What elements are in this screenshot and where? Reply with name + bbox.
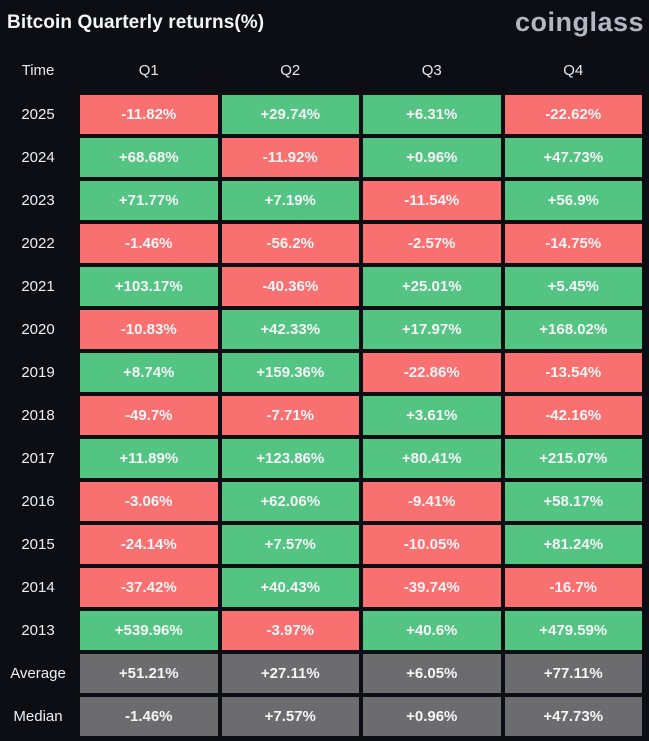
return-cell: +8.74% <box>80 353 218 392</box>
return-cell: +47.73% <box>504 138 642 177</box>
return-cell: +6.05% <box>363 654 501 693</box>
row-label-average: Average <box>10 665 66 682</box>
return-cell: +159.36% <box>221 353 359 392</box>
return-cell: -16.7% <box>504 568 642 607</box>
return-cell: +47.73% <box>504 697 642 736</box>
return-cell: -56.2% <box>221 224 359 263</box>
return-cell: +81.24% <box>504 525 642 564</box>
return-cell: +6.31% <box>363 95 501 134</box>
return-cell: -39.74% <box>363 568 501 607</box>
return-cell: -13.54% <box>504 353 642 392</box>
return-cell: +40.6% <box>363 611 501 650</box>
return-cell: +58.17% <box>504 482 642 521</box>
column-header-q3: Q3 <box>421 61 442 79</box>
row-label-2014: 2014 <box>21 579 55 596</box>
return-cell: +5.45% <box>504 267 642 306</box>
return-cell: -10.05% <box>363 525 501 564</box>
return-cell: +17.97% <box>363 310 501 349</box>
return-cell: -22.62% <box>504 95 642 134</box>
return-cell: +68.68% <box>80 138 218 177</box>
return-cell: +80.41% <box>363 439 501 478</box>
return-cell: +0.96% <box>363 138 501 177</box>
coinglass-logo[interactable]: coinglass <box>514 7 644 37</box>
return-cell: +7.19% <box>221 181 359 220</box>
return-cell: +123.86% <box>221 439 359 478</box>
return-cell: +103.17% <box>80 267 218 306</box>
return-cell: -7.71% <box>221 396 359 435</box>
row-label-2019: 2019 <box>21 364 55 381</box>
row-label-2020: 2020 <box>21 321 55 338</box>
return-cell: -22.86% <box>363 353 501 392</box>
return-cell: -11.54% <box>363 181 501 220</box>
row-label-2024: 2024 <box>21 149 55 166</box>
return-cell: +0.96% <box>363 697 501 736</box>
return-cell: +42.33% <box>221 310 359 349</box>
column-header-row: Time Q1 Q2 Q3 Q4 <box>0 60 642 80</box>
return-cell: +11.89% <box>80 439 218 478</box>
return-cell: -11.92% <box>221 138 359 177</box>
return-cell: -40.36% <box>221 267 359 306</box>
return-cell: +168.02% <box>504 310 642 349</box>
return-cell: +71.77% <box>80 181 218 220</box>
row-label-2021: 2021 <box>21 278 55 295</box>
return-cell: -14.75% <box>504 224 642 263</box>
return-cell: +29.74% <box>221 95 359 134</box>
return-cell: +27.11% <box>221 654 359 693</box>
return-cell: +215.07% <box>504 439 642 478</box>
row-label-median: Median <box>13 708 63 725</box>
row-label-2022: 2022 <box>21 235 55 252</box>
return-cell: -1.46% <box>80 224 218 263</box>
page-title: Bitcoin Quarterly returns(%) <box>7 12 265 33</box>
return-cell: +7.57% <box>221 697 359 736</box>
return-cell: +7.57% <box>221 525 359 564</box>
return-cell: -24.14% <box>80 525 218 564</box>
return-cell: -3.97% <box>221 611 359 650</box>
return-cell: -11.82% <box>80 95 218 134</box>
row-label-2013: 2013 <box>21 622 55 639</box>
column-header-q4: Q4 <box>563 61 584 79</box>
return-cell: +56.9% <box>504 181 642 220</box>
return-cell: -37.42% <box>80 568 218 607</box>
return-cell: +25.01% <box>363 267 501 306</box>
row-label-2016: 2016 <box>21 493 55 510</box>
header-bar: Bitcoin Quarterly returns(%) coinglass <box>0 0 649 38</box>
returns-table: 2025 -11.82% +29.74% +6.31% -22.62% 2024 +68.6… <box>0 95 642 736</box>
return-cell: +3.61% <box>363 396 501 435</box>
row-label-2025: 2025 <box>21 106 55 123</box>
return-cell: +62.06% <box>221 482 359 521</box>
return-cell: -49.7% <box>80 396 218 435</box>
return-cell: +77.11% <box>504 654 642 693</box>
return-cell: +479.59% <box>504 611 642 650</box>
return-cell: -3.06% <box>80 482 218 521</box>
return-cell: +40.43% <box>221 568 359 607</box>
return-cell: -2.57% <box>363 224 501 263</box>
column-header-time: Time <box>21 61 55 79</box>
row-label-2018: 2018 <box>21 407 55 424</box>
column-header-q2: Q2 <box>280 61 301 79</box>
row-label-2017: 2017 <box>21 450 55 467</box>
return-cell: -9.41% <box>363 482 501 521</box>
row-label-2015: 2015 <box>21 536 55 553</box>
return-cell: -1.46% <box>80 697 218 736</box>
column-header-q1: Q1 <box>138 61 159 79</box>
return-cell: -42.16% <box>504 396 642 435</box>
row-label-2023: 2023 <box>21 192 55 209</box>
return-cell: -10.83% <box>80 310 218 349</box>
return-cell: +539.96% <box>80 611 218 650</box>
return-cell: +51.21% <box>80 654 218 693</box>
